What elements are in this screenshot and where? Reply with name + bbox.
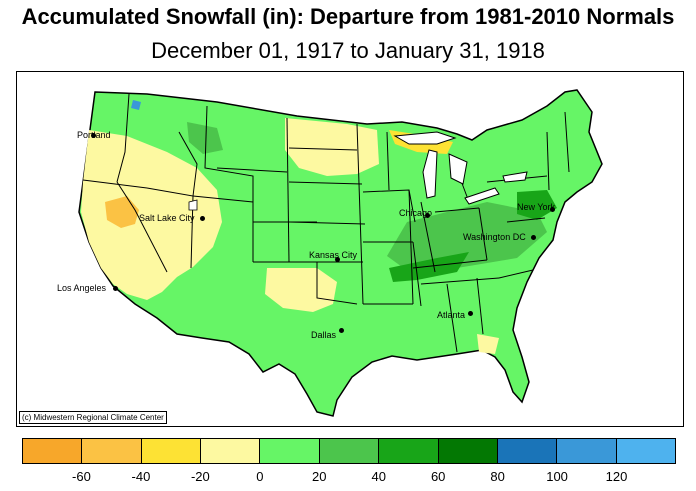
city-dot-kansas-city	[335, 257, 340, 262]
city-dot-salt-lake-city	[200, 216, 205, 221]
city-dot-los-angeles	[113, 286, 118, 291]
southeast-tan	[477, 334, 499, 354]
great-salt-lake	[188, 199, 198, 211]
lake-ontario	[502, 171, 528, 183]
map-panel: Portland Salt Lake City Los Angeles Kans…	[16, 71, 684, 427]
colorbar	[22, 438, 676, 464]
colorbar-swatch-2	[141, 439, 202, 463]
colorbar-tick-label: 20	[312, 469, 327, 484]
city-dot-atlanta	[468, 311, 473, 316]
rockies-dark	[187, 122, 223, 154]
city-label-salt-lake-city: Salt Lake City	[139, 213, 195, 223]
state-boundaries	[82, 93, 570, 353]
city-dot-washington-dc	[531, 235, 536, 240]
city-label-dallas: Dallas	[311, 330, 337, 340]
southern-plains-tan	[265, 268, 337, 312]
colorbar-swatch-10	[616, 439, 675, 463]
colorbar-ticks: -60 -40 -20 0 20 40 60 80 100 120	[22, 469, 676, 487]
city-dot-chicago	[425, 213, 430, 218]
colorbar-tick-label: 0	[256, 469, 264, 484]
lake-huron	[448, 153, 468, 185]
lake-michigan	[422, 149, 438, 199]
colorbar-swatch-5	[319, 439, 380, 463]
city-label-washington-dc: Washington DC	[463, 232, 526, 242]
colorbar-tick-label: -20	[190, 469, 210, 484]
map-subtitle: December 01, 1917 to January 31, 1918	[151, 38, 545, 63]
colorbar-swatch-3	[201, 439, 261, 463]
colorbar-swatch-9	[557, 439, 617, 463]
west-deficit-region	[81, 130, 222, 300]
credit-label: (c) Midwestern Regional Climate Center	[19, 411, 167, 424]
northeast-dark	[517, 190, 557, 220]
lake-erie	[464, 187, 500, 205]
colorbar-swatch-1	[82, 439, 142, 463]
colorbar-tick-label: 40	[371, 469, 386, 484]
city-label-kansas-city: Kansas City	[309, 250, 358, 260]
colorbar-tick-label: 120	[605, 469, 628, 484]
colorbar-swatch-4	[260, 439, 320, 463]
city-label-atlanta: Atlanta	[437, 310, 466, 320]
map-title: Accumulated Snowfall (in): Departure fro…	[21, 4, 675, 29]
northern-plains-tan	[285, 118, 379, 176]
ohio-valley-dark	[387, 202, 547, 272]
colorbar-swatch-7	[438, 439, 498, 463]
cascade-blue	[131, 100, 141, 110]
colorbar-tick-label: 100	[546, 469, 568, 484]
city-label-chicago: Chicago	[399, 208, 433, 218]
nevada-orange-region	[105, 196, 139, 228]
colorbar-tick-label: 60	[430, 469, 446, 484]
city-label-portland: Portland	[77, 130, 111, 140]
colorbar-tick-label: 80	[490, 469, 505, 484]
kentucky-darker	[389, 252, 469, 282]
colorbar-tick-label: -60	[72, 469, 91, 484]
city-dot-new-york	[550, 207, 555, 212]
city-label-los-angeles: Los Angeles	[57, 283, 107, 293]
colorbar-swatch-8	[497, 439, 558, 463]
us-landmass	[78, 89, 603, 417]
colorbar-swatch-6	[379, 439, 439, 463]
colorbar-swatch-0	[23, 439, 83, 463]
lake-superior	[393, 131, 457, 145]
city-dot-portland	[91, 133, 96, 138]
city-label-new-york: New York	[517, 202, 556, 212]
colorbar-tick-label: -40	[131, 469, 151, 484]
us-map	[78, 89, 603, 417]
city-dot-dallas	[339, 328, 344, 333]
